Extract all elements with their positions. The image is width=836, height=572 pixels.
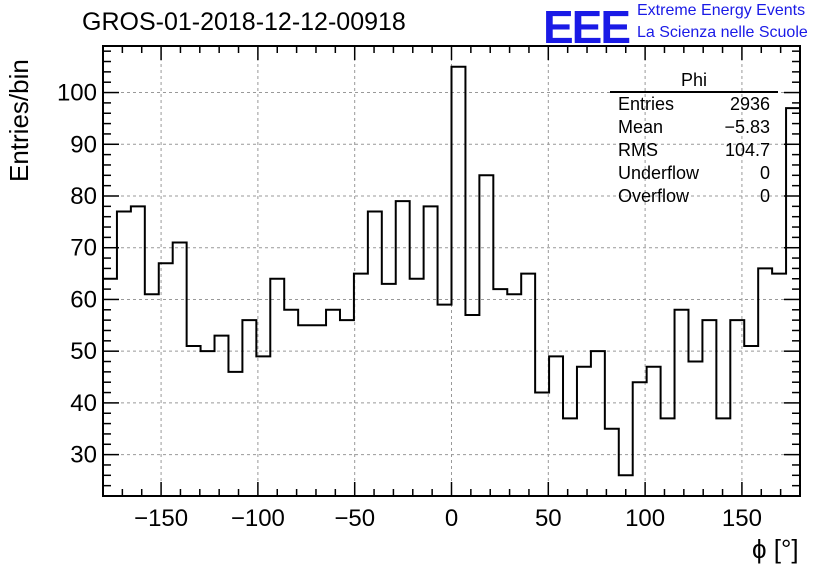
histogram-bin — [479, 175, 493, 496]
histogram-bin — [270, 279, 284, 496]
stats-row-underflow: Underflow 0 — [610, 162, 778, 185]
histogram-bin — [633, 382, 647, 496]
histogram-bin — [772, 274, 786, 496]
histogram-bin — [507, 294, 521, 496]
plot-frame — [102, 45, 801, 497]
histogram-bin — [549, 356, 563, 496]
x-tick-label: −150 — [134, 505, 188, 532]
histogram-bin — [312, 325, 326, 496]
histogram-bin — [647, 367, 661, 496]
stats-value: 104.7 — [724, 140, 770, 160]
histogram-bin — [368, 212, 382, 496]
histogram-bin — [117, 212, 131, 496]
y-tick-label: 100 — [57, 80, 97, 107]
histogram-bin — [145, 294, 159, 496]
stats-label: RMS — [618, 140, 658, 160]
y-tick-label: 80 — [70, 183, 97, 210]
y-tick-label: 90 — [70, 131, 97, 158]
histogram-bin — [535, 393, 549, 496]
histogram-bin — [340, 320, 354, 496]
stats-value: 0 — [759, 163, 770, 183]
tick-labels: −150 −100 −50 0 50 100 150 30 40 50 60 70 80 90 100 — [57, 80, 762, 532]
histogram-bin — [521, 274, 535, 496]
histogram-bin — [493, 289, 507, 496]
y-tick-label: 30 — [70, 442, 97, 469]
stats-label: Mean — [618, 117, 664, 137]
stats-label: Overflow — [618, 186, 690, 206]
stats-row-mean: Mean −5.83 — [610, 116, 778, 139]
y-tick-label: 40 — [70, 390, 97, 417]
logo-text-line1: Extreme Energy Events — [637, 2, 806, 19]
histogram-bin — [591, 351, 605, 496]
histogram-bin — [744, 346, 758, 496]
x-tick-label: 150 — [722, 505, 762, 532]
histogram-bin — [410, 279, 424, 496]
histogram-bin — [563, 418, 577, 496]
logo-text-line2: La Scienza nelle Scuole — [637, 24, 808, 41]
histogram-bin — [201, 351, 215, 496]
histogram-bin — [215, 336, 229, 496]
histogram-bin — [187, 346, 201, 496]
x-tick-label: −50 — [334, 505, 375, 532]
histogram-bin — [465, 315, 479, 496]
histogram-bin — [159, 263, 173, 496]
y-tick-label: 60 — [70, 286, 97, 313]
histogram-bin — [382, 284, 396, 496]
histogram-bin — [256, 356, 270, 496]
histogram-bin — [354, 274, 368, 496]
histogram-bin — [103, 279, 117, 496]
histogram-outline — [102, 65, 800, 496]
histogram-bin — [173, 243, 187, 496]
histogram-bin — [438, 305, 452, 496]
axis-ticks — [102, 46, 801, 497]
stats-row-entries: Entries 2936 — [610, 93, 778, 116]
x-axis-label: ϕ [°] — [752, 534, 799, 564]
histogram-bin — [716, 418, 730, 496]
histogram-bin — [688, 362, 702, 496]
histogram-bin — [730, 320, 744, 496]
histogram-bin — [758, 268, 772, 496]
x-tick-label: 100 — [625, 505, 665, 532]
histogram-bin — [131, 206, 145, 496]
histogram — [102, 65, 800, 496]
histogram-bin — [396, 201, 410, 496]
histogram-bin — [786, 108, 800, 496]
stats-title: Phi — [610, 70, 778, 93]
stats-value: −5.83 — [724, 117, 770, 137]
y-tick-label: 50 — [70, 338, 97, 365]
stats-box: Phi Entries 2936 Mean −5.83 RMS 104.7 Un… — [610, 70, 778, 208]
chart-title: GROS-01-2018-12-12-00918 — [82, 8, 406, 36]
histogram-bin — [661, 418, 675, 496]
histogram-bin — [605, 429, 619, 496]
stats-row-rms: RMS 104.7 — [610, 139, 778, 162]
histogram-bin — [577, 367, 591, 496]
x-tick-label: −100 — [231, 505, 285, 532]
histogram-bin — [424, 206, 438, 496]
stats-label: Underflow — [618, 163, 700, 183]
histogram-bin — [702, 320, 716, 496]
y-axis-label: Entries/bin — [4, 59, 34, 182]
histogram-bin — [298, 325, 312, 496]
stats-label: Entries — [618, 94, 675, 114]
x-tick-label: 0 — [445, 505, 458, 532]
histogram-bin — [284, 310, 298, 496]
histogram-bin — [326, 310, 340, 496]
eee-logo: EEE — [543, 1, 631, 53]
histogram-bin — [675, 310, 689, 496]
stats-value: 0 — [759, 186, 770, 206]
histogram-bin — [228, 372, 242, 496]
y-tick-label: 70 — [70, 235, 97, 262]
x-tick-label: 50 — [535, 505, 562, 532]
histogram-bin — [242, 320, 256, 496]
histogram-bin — [452, 67, 466, 496]
stats-row-overflow: Overflow 0 — [610, 185, 778, 208]
stats-value: 2936 — [729, 94, 770, 114]
